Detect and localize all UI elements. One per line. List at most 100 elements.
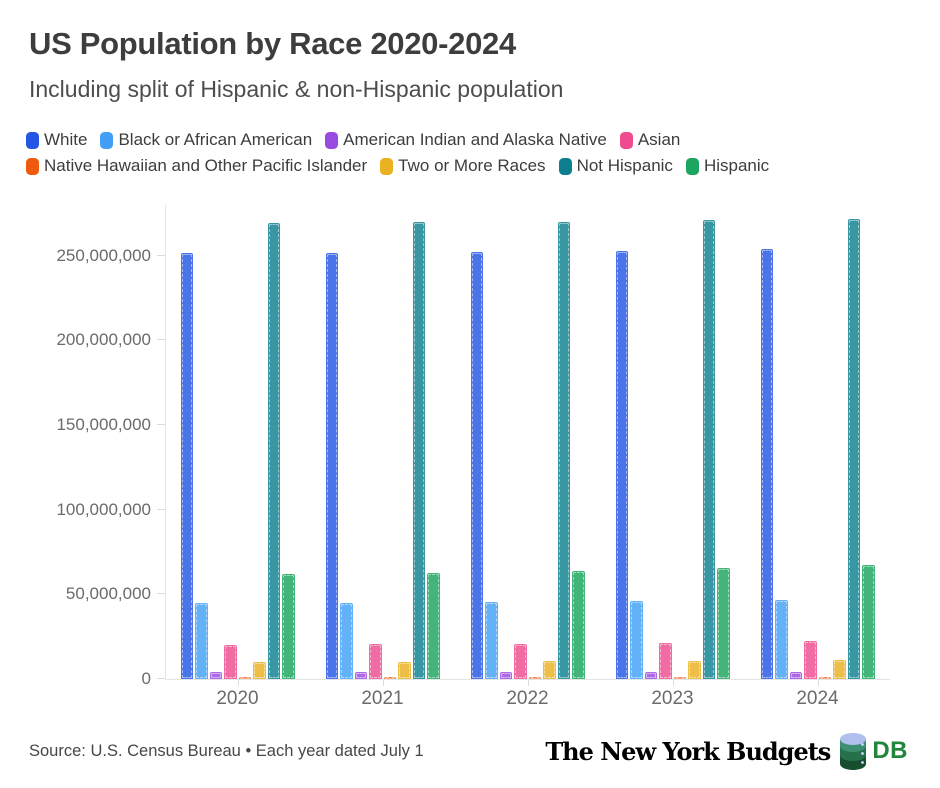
bar-native-hawaiian-and-other-pacific-islander-2022[interactable] [528, 677, 541, 679]
bar-black-or-african-american-2020[interactable] [195, 603, 208, 679]
bar-native-hawaiian-and-other-pacific-islander-2023[interactable] [673, 677, 686, 679]
bar-not-hispanic-2021[interactable] [412, 222, 425, 679]
y-tick [157, 593, 165, 595]
bar-two-or-more-races-2020[interactable] [253, 662, 266, 679]
bar-asian-2024[interactable] [804, 641, 817, 679]
legend-label: Black or African American [118, 130, 313, 149]
bar-not-hispanic-2020[interactable] [267, 222, 280, 679]
legend-swatch-icon [26, 131, 39, 149]
bar-asian-2023[interactable] [659, 642, 672, 679]
x-axis-label: 2022 [506, 688, 549, 709]
legend-item-two-or-more-races[interactable]: Two or More Races [380, 156, 546, 176]
bar-black-or-african-american-2023[interactable] [630, 601, 643, 679]
bar-not-hispanic-2023[interactable] [702, 220, 715, 679]
chart-title: US Population by Race 2020-2024 [29, 26, 516, 61]
legend-swatch-icon [26, 157, 39, 175]
bar-american-indian-and-alaska-native-2024[interactable] [789, 671, 802, 679]
x-tick [672, 680, 674, 686]
y-tick [157, 508, 165, 510]
legend-item-white[interactable]: White [26, 130, 87, 150]
bar-hispanic-2021[interactable] [427, 572, 440, 679]
x-axis-label: 2024 [796, 688, 839, 709]
y-axis-label: 150,000,000 [56, 415, 151, 435]
legend: White Black or African American American I… [26, 127, 782, 179]
legend-label: Not Hispanic [576, 156, 673, 175]
bar-group-2021 [310, 205, 455, 679]
y-axis-label: 50,000,000 [65, 584, 151, 604]
legend-label: Hispanic [703, 156, 770, 175]
y-axis-label: 200,000,000 [56, 330, 151, 350]
bar-not-hispanic-2024[interactable] [847, 218, 860, 679]
bar-american-indian-and-alaska-native-2023[interactable] [644, 671, 657, 679]
bar-white-2023[interactable] [615, 250, 628, 679]
legend-item-hispanic[interactable]: Hispanic [685, 156, 770, 176]
bar-hispanic-2020[interactable] [282, 573, 295, 679]
bar-black-or-african-american-2024[interactable] [775, 600, 788, 679]
y-tick [157, 254, 165, 256]
legend-swatch-icon [558, 157, 572, 175]
publisher-logo-text: The New York Budgets [545, 736, 831, 766]
bar-group-2023 [600, 205, 745, 679]
legend-label: American Indian and Alaska Native [343, 130, 607, 149]
legend-row: Native Hawaiian and Other Pacific Island… [26, 153, 782, 179]
bar-asian-2022[interactable] [514, 643, 527, 679]
bar-two-or-more-races-2021[interactable] [398, 661, 411, 679]
x-axis-label: 2020 [216, 688, 259, 709]
bar-white-2021[interactable] [325, 252, 338, 679]
footer: Source: U.S. Census Bureau • Each year d… [29, 728, 908, 774]
legend-swatch-icon [325, 131, 339, 149]
bar-not-hispanic-2022[interactable] [557, 221, 570, 679]
bar-hispanic-2022[interactable] [572, 570, 585, 679]
x-axis-line [165, 679, 890, 680]
bar-groups [165, 205, 890, 679]
legend-swatch-icon [619, 131, 633, 149]
publisher-logo: The New York Budgets DB [545, 731, 908, 771]
bar-black-or-african-american-2021[interactable] [340, 602, 353, 679]
y-tick [157, 424, 165, 426]
bar-two-or-more-races-2024[interactable] [833, 660, 846, 679]
bar-black-or-african-american-2022[interactable] [485, 602, 498, 679]
plot-area [157, 205, 890, 686]
bar-native-hawaiian-and-other-pacific-islander-2020[interactable] [238, 677, 251, 679]
bar-white-2020[interactable] [180, 253, 193, 679]
legend-item-not-hispanic[interactable]: Not Hispanic [558, 156, 673, 176]
database-icon [840, 733, 867, 770]
y-axis-line [165, 205, 166, 679]
x-tick [382, 680, 384, 686]
bar-white-2024[interactable] [760, 248, 773, 679]
legend-label: Native Hawaiian and Other Pacific Island… [44, 156, 368, 175]
bar-asian-2021[interactable] [369, 644, 382, 679]
legend-item-asian[interactable]: Asian [619, 130, 681, 150]
bar-white-2022[interactable] [470, 252, 483, 679]
y-axis: 0 50,000,000 100,000,000 150,000,000 200,000… [0, 205, 151, 688]
bar-american-indian-and-alaska-native-2021[interactable] [354, 671, 367, 679]
legend-swatch-icon [100, 131, 114, 149]
legend-item-american-indian-and-alaska-native[interactable]: American Indian and Alaska Native [325, 130, 607, 150]
source-note: Source: U.S. Census Bureau • Each year d… [29, 741, 424, 760]
bar-asian-2020[interactable] [224, 644, 237, 679]
legend-label: Asian [637, 130, 681, 149]
legend-item-black-or-african-american[interactable]: Black or African American [100, 130, 312, 150]
bar-group-2022 [455, 205, 600, 679]
bar-two-or-more-races-2023[interactable] [688, 660, 701, 679]
x-tick [527, 680, 529, 686]
bar-hispanic-2024[interactable] [862, 564, 875, 679]
bar-american-indian-and-alaska-native-2020[interactable] [209, 672, 222, 679]
bar-american-indian-and-alaska-native-2022[interactable] [499, 671, 512, 679]
y-tick [157, 339, 165, 341]
y-axis-label: 250,000,000 [56, 245, 151, 265]
bar-native-hawaiian-and-other-pacific-islander-2024[interactable] [818, 677, 831, 679]
x-axis-label: 2023 [651, 688, 694, 709]
bar-hispanic-2023[interactable] [717, 568, 730, 679]
legend-swatch-icon [685, 157, 699, 175]
x-axis: 2020 2021 2022 2023 2024 [165, 688, 890, 710]
bar-group-2024 [745, 205, 890, 679]
bar-two-or-more-races-2022[interactable] [543, 661, 556, 679]
x-tick [237, 680, 239, 686]
legend-swatch-icon [380, 157, 394, 175]
legend-item-native-hawaiian-and-other-pacific-islander[interactable]: Native Hawaiian and Other Pacific Island… [26, 156, 367, 176]
legend-label: White [44, 130, 88, 149]
x-tick [817, 680, 819, 686]
bar-native-hawaiian-and-other-pacific-islander-2021[interactable] [383, 677, 396, 679]
